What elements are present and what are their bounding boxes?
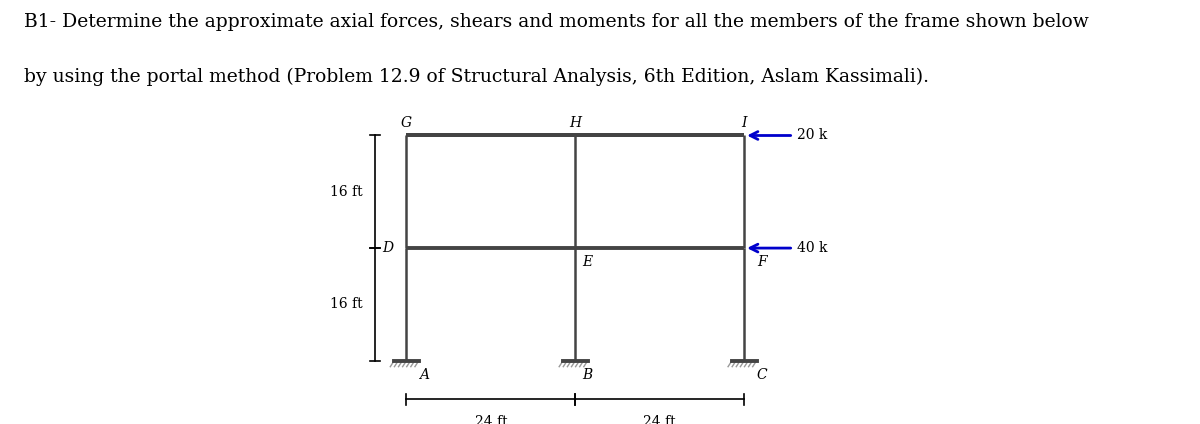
Text: 16 ft: 16 ft (330, 297, 362, 311)
Text: A: A (419, 368, 430, 382)
Text: 24 ft: 24 ft (643, 415, 676, 424)
Text: H: H (569, 116, 582, 130)
Text: 40 k: 40 k (797, 241, 828, 255)
Text: by using the portal method (Problem 12.9 of Structural Analysis, 6th Edition, As: by using the portal method (Problem 12.9… (24, 68, 929, 86)
Text: 16 ft: 16 ft (330, 185, 362, 199)
Text: 20 k: 20 k (797, 128, 827, 142)
Text: 24 ft: 24 ft (475, 415, 508, 424)
Text: G: G (401, 116, 412, 130)
Text: C: C (757, 368, 768, 382)
Text: I: I (742, 116, 748, 130)
Text: B: B (582, 368, 593, 382)
Text: B1- Determine the approximate axial forces, shears and moments for all the membe: B1- Determine the approximate axial forc… (24, 13, 1088, 31)
Text: D: D (383, 241, 394, 255)
Text: F: F (757, 255, 767, 269)
Text: E: E (582, 255, 593, 269)
